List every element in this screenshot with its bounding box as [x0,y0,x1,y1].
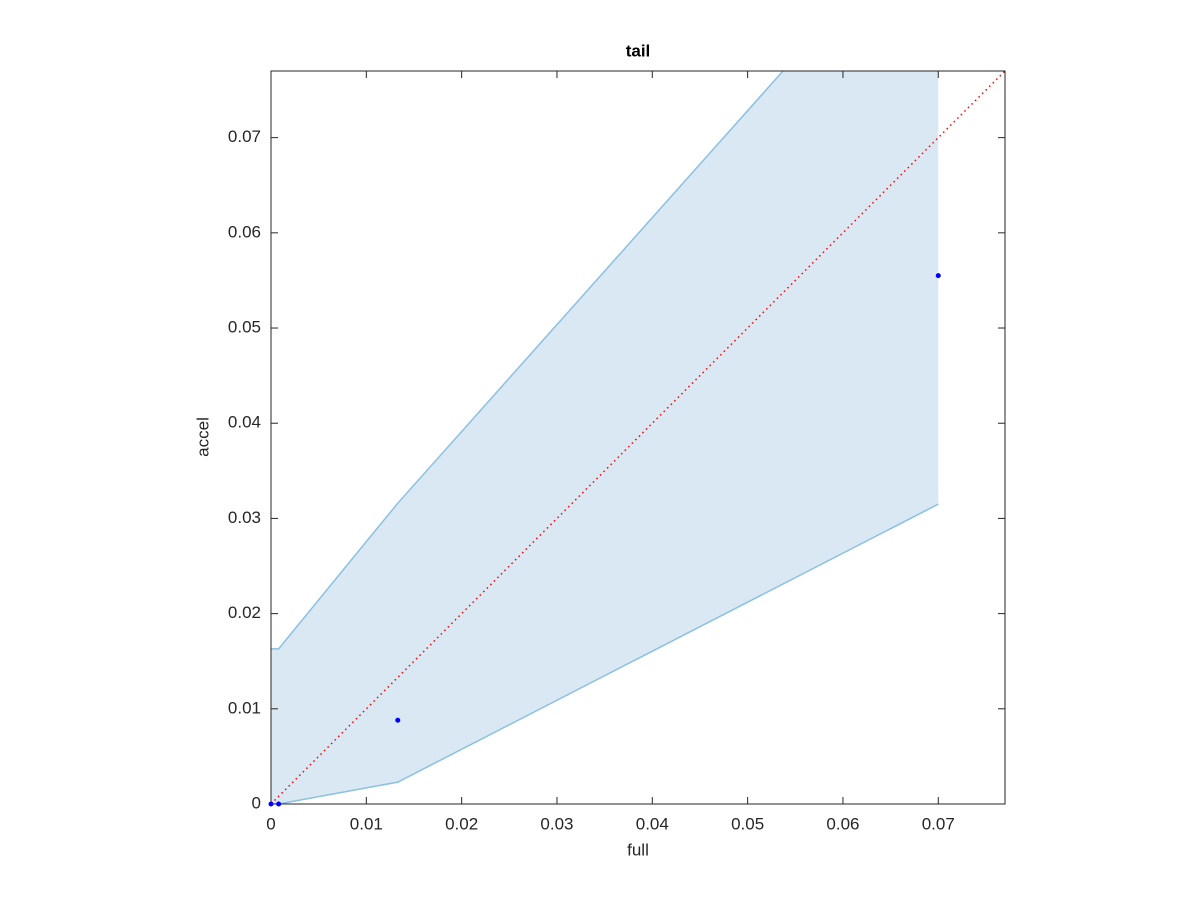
band-upper-edge [271,71,785,650]
data-point [268,801,274,807]
plot-area [271,71,1005,804]
chart-title: tail [626,41,651,60]
x-tick-label: 0.06 [826,814,859,833]
y-tick-label: 0 [252,793,261,812]
x-tick-label: 0.07 [922,814,955,833]
y-tick-label: 0.02 [228,603,261,622]
data-point [395,717,401,723]
data-point [276,801,282,807]
y-tick-label: 0.04 [228,413,261,432]
x-tick-label: 0 [266,814,275,833]
y-tick-label: 0.05 [228,318,261,337]
x-axis-label: full [627,840,649,859]
axes-box [270,70,1006,805]
x-tick-label: 0.05 [731,814,764,833]
x-tick-label: 0.03 [540,814,573,833]
band-area [271,71,939,804]
data-point [935,273,941,279]
x-tick-label: 0.01 [350,814,383,833]
y-tick-label: 0.06 [228,222,261,241]
y-tick-label: 0.07 [228,127,261,146]
x-tick-label: 0.02 [445,814,478,833]
x-tick-label: 0.04 [636,814,669,833]
y-axis-label: accel [193,417,212,457]
band-lower-edge [271,503,939,804]
y-tick-label: 0.03 [228,508,261,527]
y-tick-label: 0.01 [228,698,261,717]
